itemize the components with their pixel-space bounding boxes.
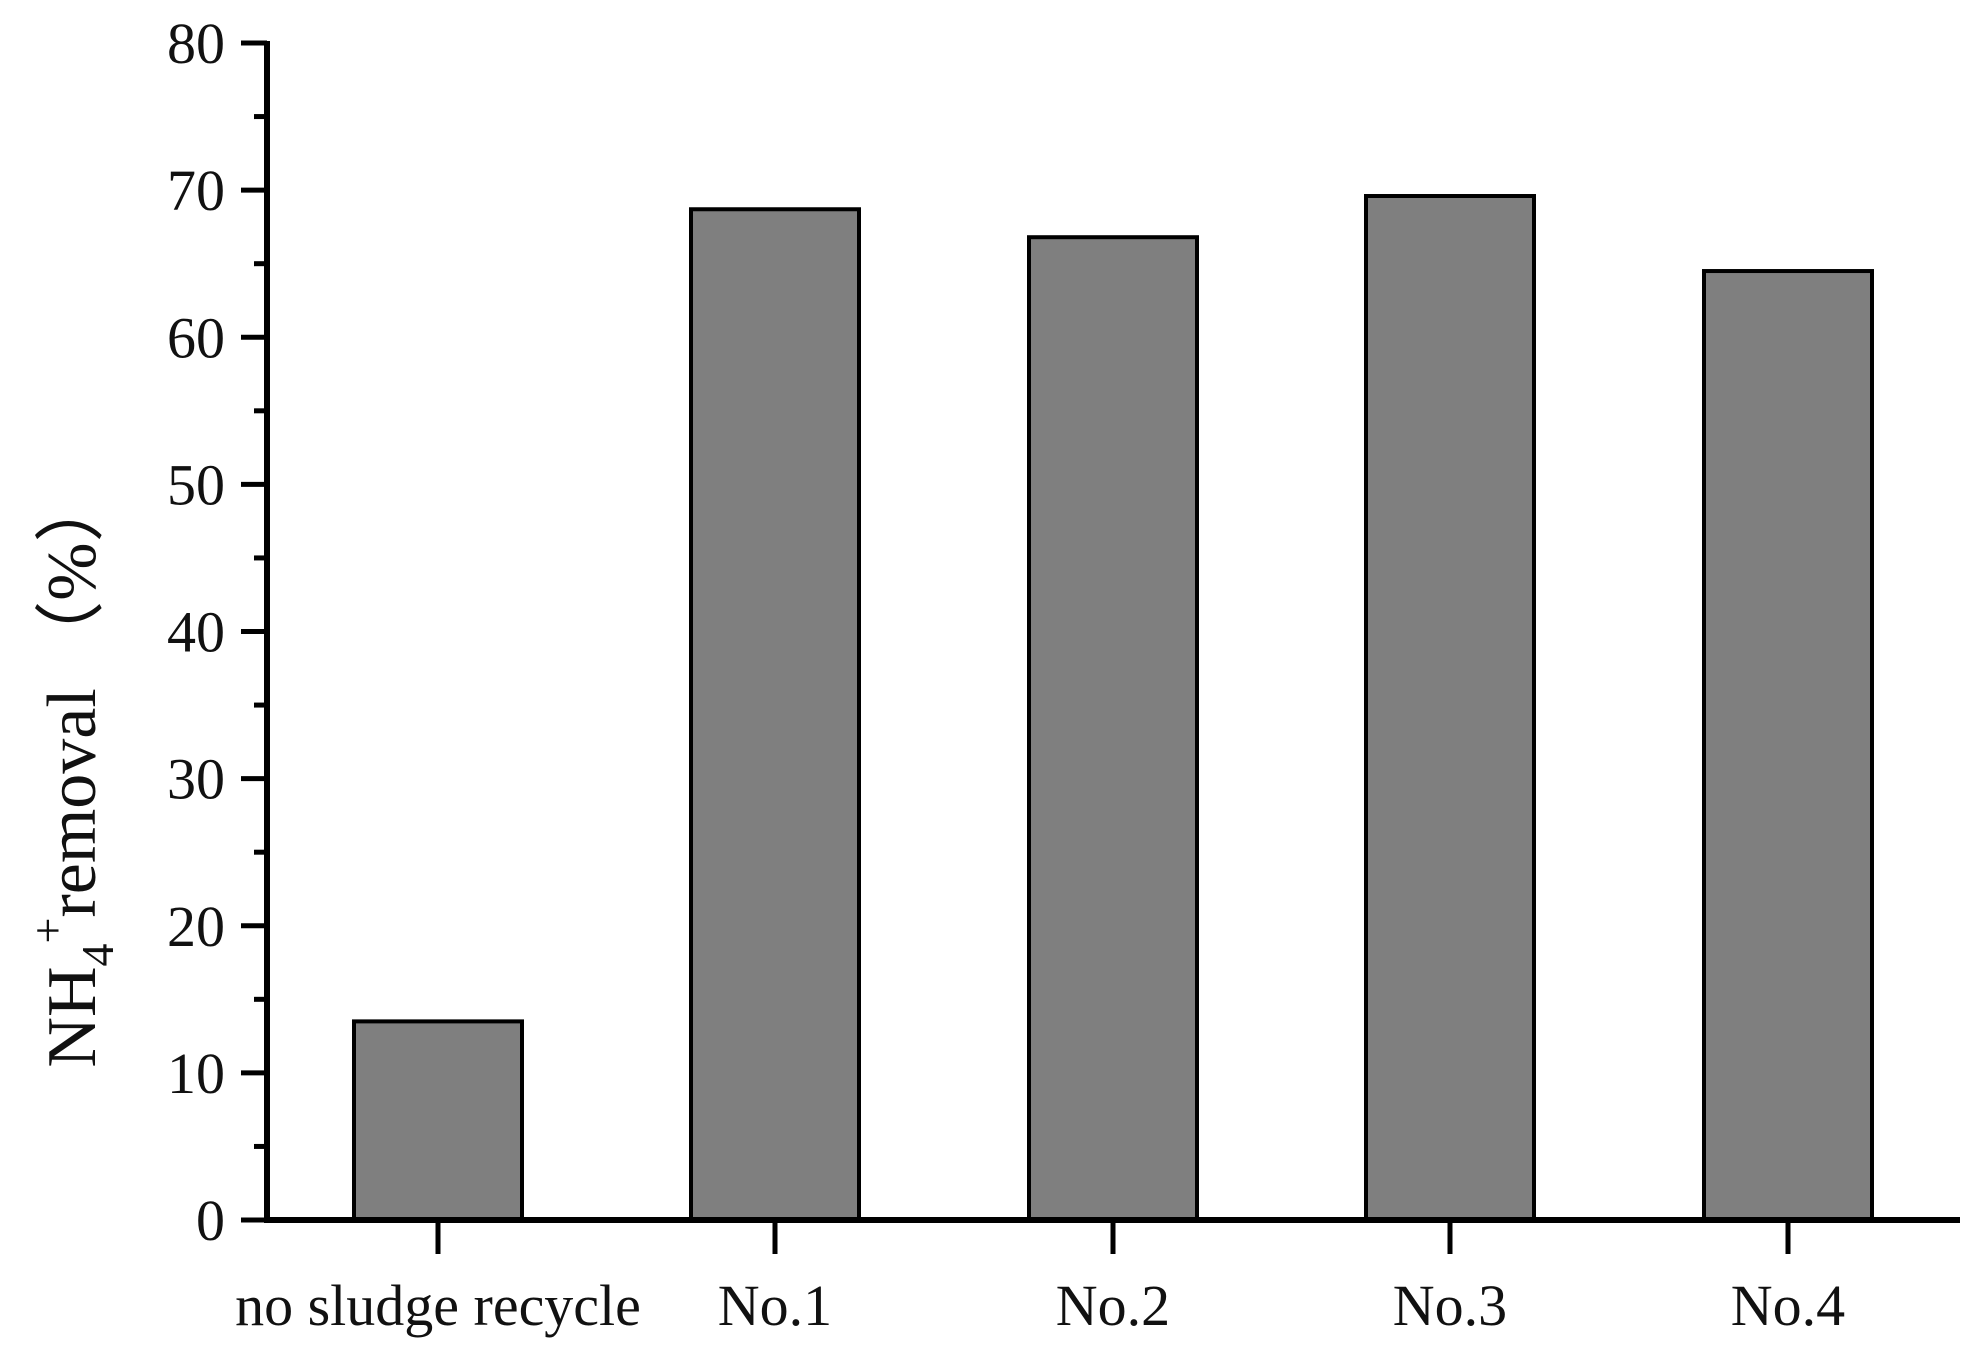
x-tick-label: No.4 [1731, 1273, 1845, 1338]
x-tick-label: No.3 [1393, 1273, 1507, 1338]
bar-4 [1364, 194, 1536, 1222]
y-tick-label: 0 [196, 1188, 225, 1253]
x-tick-label: no sludge recycle [235, 1273, 641, 1338]
bar-2 [689, 207, 861, 1223]
y-axis-title-superscript: + [22, 918, 73, 944]
y-tick-label: 70 [167, 158, 225, 223]
y-tick-label: 10 [167, 1041, 225, 1106]
bars-layer [352, 194, 1874, 1223]
bar-3 [1027, 235, 1199, 1222]
y-tick-label: 20 [167, 894, 225, 959]
y-tick-label: 30 [167, 747, 225, 812]
bar-1 [352, 1019, 524, 1222]
y-axis-title: NH4+removal （%） [22, 472, 123, 1067]
y-tick-label: 80 [167, 11, 225, 76]
y-tick-label: 40 [167, 600, 225, 665]
x-ticks-layer: no sludge recycle No.1 No.2 No.3 No.4 [235, 1220, 1845, 1338]
y-axis-title-subscript: 4 [72, 944, 123, 967]
y-tick-label: 50 [167, 452, 225, 517]
y-ticks-layer: 0 10 20 30 40 50 60 70 80 [167, 11, 267, 1253]
x-tick-label: No.1 [718, 1273, 832, 1338]
y-axis-title-rest: removal （%） [34, 472, 111, 917]
bar-5 [1702, 269, 1874, 1222]
y-axis-title-main: NH [34, 967, 111, 1068]
y-tick-label: 60 [167, 305, 225, 370]
x-tick-label: No.2 [1056, 1273, 1170, 1338]
